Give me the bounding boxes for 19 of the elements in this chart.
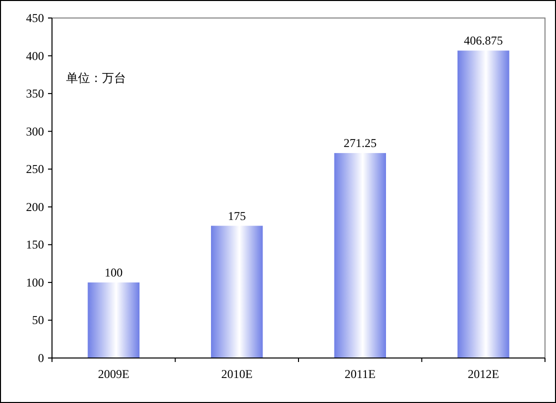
- ytick: 50: [32, 313, 44, 328]
- xtick: 2010E: [221, 367, 253, 381]
- data-label: 175: [228, 208, 246, 223]
- ytick: 450: [26, 11, 44, 25]
- ytick: 300: [26, 124, 44, 138]
- ytick: 400: [26, 48, 44, 63]
- ytick: 350: [26, 86, 44, 101]
- xtick: 2012E: [468, 367, 500, 381]
- ytick: 150: [26, 238, 44, 252]
- xtick: 2009E: [98, 367, 130, 381]
- ytick: 250: [26, 162, 44, 176]
- data-label: 271.25: [344, 136, 377, 150]
- annotation: 单位：万台: [66, 71, 126, 85]
- xtick: 2011E: [344, 367, 376, 381]
- ytick: 0: [38, 351, 44, 365]
- data-label: 406.875: [464, 34, 503, 48]
- ytick: 200: [26, 200, 44, 214]
- ytick: 100: [26, 275, 44, 290]
- data-label: 100: [104, 265, 123, 280]
